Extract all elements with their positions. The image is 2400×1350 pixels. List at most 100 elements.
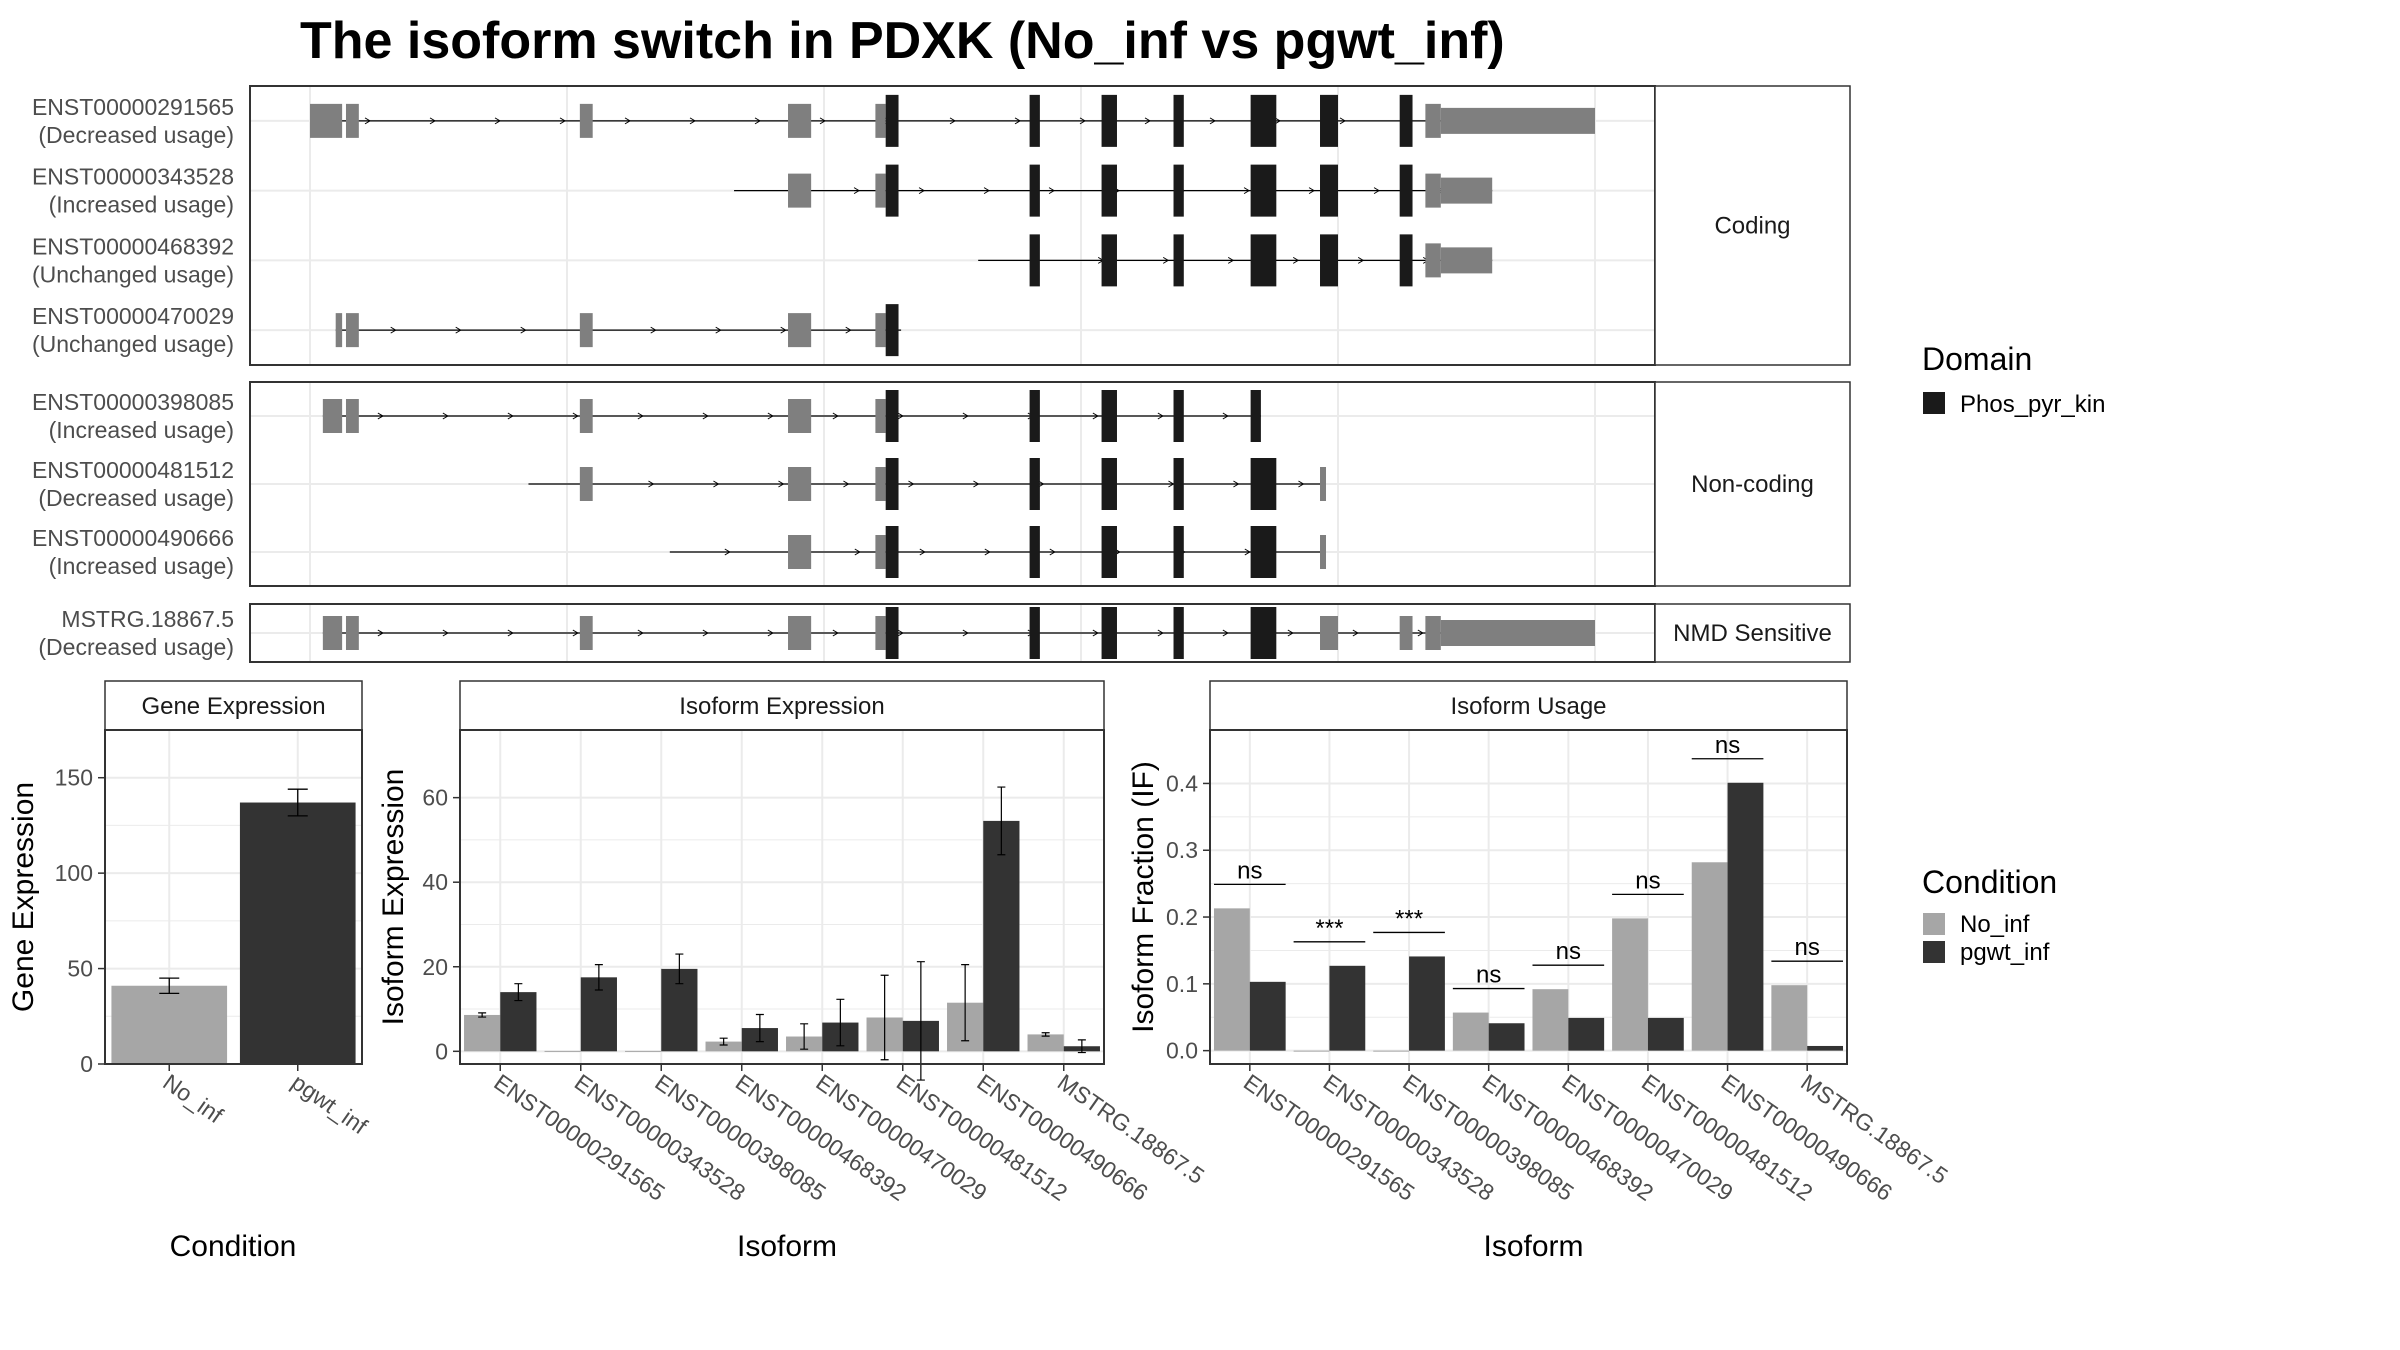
domain-exon — [1250, 164, 1277, 217]
direction-arrow — [1308, 187, 1316, 195]
utr-exon — [875, 103, 886, 138]
utr-exon — [579, 616, 593, 650]
domain-exon — [885, 94, 899, 147]
direction-arrow — [1274, 117, 1281, 125]
utr-exon — [1440, 247, 1493, 274]
bar — [705, 1041, 742, 1052]
bar — [1249, 981, 1286, 1051]
domain-exon — [1320, 164, 1338, 217]
domain-exon — [1101, 94, 1117, 147]
error-bar — [719, 1037, 728, 1046]
domain-exon — [1029, 607, 1040, 659]
direction-arrow — [754, 117, 761, 125]
chart-panel: Gene Expression 0 50 100 150 No_inf pgwt_inf Co… — [7, 680, 373, 1263]
direction-arrow — [1092, 629, 1099, 637]
direction-arrow — [637, 412, 644, 420]
domain-exon — [1320, 234, 1338, 287]
significance-label: *** — [1395, 905, 1423, 932]
domain-exon — [885, 607, 899, 659]
transcript-group: MSTRG.18867.5(Decreased usage) NMD Sensit… — [38, 603, 1851, 663]
direction-arrow — [1157, 412, 1164, 420]
chart-panel: Isoform Usage ns *** *** ns ns ns ns ns 0.0 0.1 0.2… — [1127, 680, 1953, 1263]
significance-label: ns — [1795, 934, 1820, 961]
transcript-structure-panel: ENST00000291565(Decreased usage)ENST0000… — [32, 85, 1851, 663]
transcript-row: ENST00000481512(Decreased usage) — [32, 457, 1655, 511]
significance-label: ns — [1237, 857, 1262, 884]
direction-arrow — [778, 480, 785, 488]
utr-exon — [310, 103, 343, 138]
direction-arrow — [1048, 187, 1056, 195]
transcript-usage-label: (Increased usage) — [49, 553, 234, 579]
direction-arrow — [984, 548, 991, 556]
transcript-group: ENST00000398085(Increased usage)ENST0000… — [32, 381, 1851, 587]
direction-arrow — [390, 326, 397, 334]
domain-exon — [1101, 526, 1117, 578]
bar — [1612, 918, 1648, 1051]
significance-label: ns — [1556, 938, 1581, 965]
direction-arrow — [1092, 412, 1099, 420]
legends: Domain Phos_pyr_kin Condition No_infpgwt_in… — [1922, 341, 2105, 966]
domain-exon — [1173, 390, 1184, 442]
transcript-usage-label: (Increased usage) — [49, 417, 234, 443]
direction-arrow — [1298, 480, 1305, 488]
direction-arrow — [377, 629, 384, 637]
y-tick-label: 0.0 — [1166, 1038, 1198, 1064]
domain-exon — [1173, 164, 1184, 217]
utr-exon — [1399, 616, 1413, 650]
x-axis-title: Condition — [170, 1230, 297, 1263]
utr-exon — [788, 173, 812, 208]
bar — [1027, 1034, 1064, 1052]
direction-arrow — [572, 629, 579, 637]
bar — [1452, 1012, 1489, 1051]
domain-exon — [1101, 234, 1117, 287]
utr-exon — [788, 399, 812, 433]
y-tick-label: 0 — [80, 1051, 93, 1077]
error-bar — [880, 974, 889, 1061]
panel-strip — [104, 680, 363, 731]
direction-arrow — [702, 412, 709, 420]
transcript-id-label: MSTRG.18867.5 — [61, 606, 234, 632]
direction-arrow — [949, 117, 956, 125]
direction-arrow — [1049, 548, 1056, 556]
utr-exon — [875, 399, 886, 433]
strip-box — [1654, 85, 1851, 366]
domain-exon — [885, 304, 899, 357]
direction-arrow — [648, 480, 655, 488]
bar — [1727, 782, 1764, 1051]
domain-exon — [1029, 234, 1040, 287]
direction-arrow — [854, 548, 861, 556]
domain-exon — [1029, 390, 1040, 442]
error-bar — [675, 953, 684, 985]
condition-legend-label: pgwt_inf — [1960, 939, 2050, 966]
direction-arrow — [507, 629, 514, 637]
y-tick-label: 0 — [435, 1038, 448, 1064]
panel-strip-label: Gene Expression — [141, 693, 325, 720]
direction-arrow — [919, 548, 926, 556]
direction-arrow — [1168, 480, 1175, 488]
utr-exon — [1425, 616, 1441, 650]
domain-exon — [1173, 526, 1184, 578]
direction-arrow — [1243, 187, 1251, 195]
expression-charts: Gene Expression 0 50 100 150 No_inf pgwt_inf Co… — [7, 680, 1953, 1263]
transcript-id-label: ENST00000481512 — [32, 457, 234, 483]
transcript-row: ENST00000470029(Unchanged usage) — [32, 303, 1655, 357]
y-tick-label: 60 — [422, 785, 448, 811]
direction-arrow — [1357, 256, 1365, 264]
domain-exon — [1173, 94, 1184, 147]
error-bar — [287, 788, 308, 817]
direction-arrow — [507, 412, 514, 420]
bar — [1691, 862, 1728, 1051]
direction-arrow — [962, 629, 969, 637]
y-tick-label: 100 — [55, 860, 93, 886]
direction-arrow — [1209, 117, 1216, 125]
panel-border — [1209, 729, 1848, 1065]
direction-arrow — [1079, 117, 1086, 125]
utr-exon — [345, 313, 359, 348]
transcript-id-label: ENST00000470029 — [32, 303, 234, 329]
error-bar — [961, 964, 970, 1042]
y-axis-title: Isoform Fraction (IF) — [1127, 761, 1160, 1033]
x-tick-label: pgwt_inf — [287, 1069, 373, 1140]
bar — [544, 1050, 581, 1052]
direction-arrow — [572, 412, 579, 420]
condition-legend-title: Condition — [1922, 864, 2057, 900]
